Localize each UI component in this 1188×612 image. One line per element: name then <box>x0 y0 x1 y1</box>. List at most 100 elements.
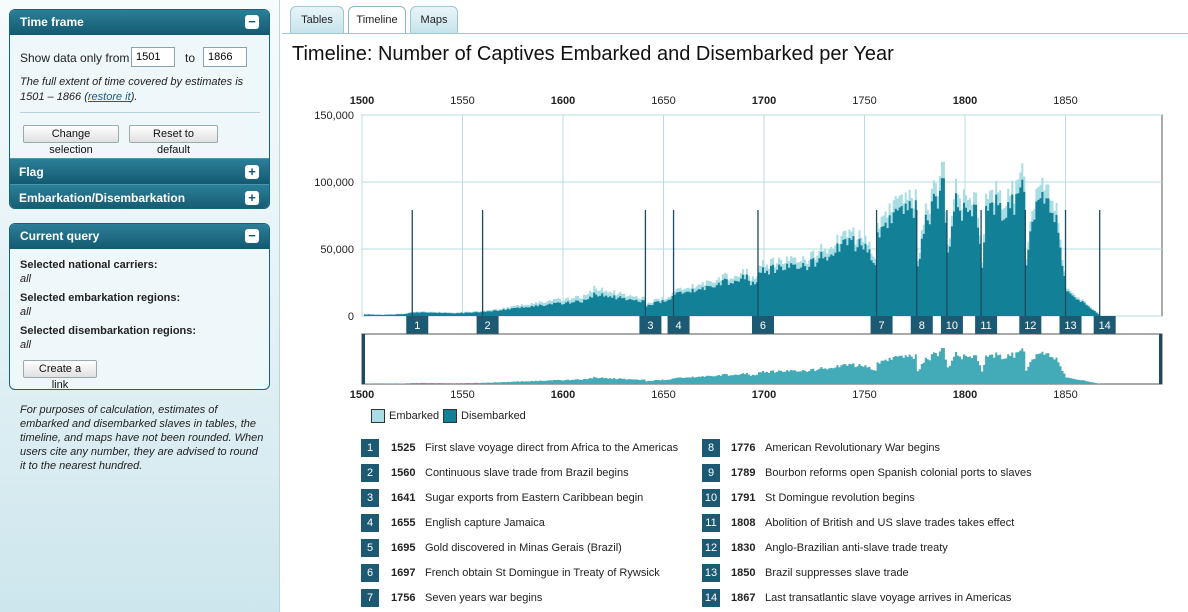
disembark-regions-value: all <box>20 339 32 351</box>
event-description: Bourbon reforms open Spanish colonial po… <box>765 467 1032 479</box>
flag-header[interactable]: Flag + <box>10 158 269 184</box>
event-year: 1655 <box>391 517 416 529</box>
event-year: 1789 <box>731 467 756 479</box>
tab-timeline[interactable]: Timeline <box>348 6 406 34</box>
embark-regions-value: all <box>20 306 32 318</box>
event-year: 1756 <box>391 592 416 604</box>
event-number-badge: 8 <box>702 439 720 457</box>
expand-icon[interactable]: + <box>245 191 259 205</box>
event-number-badge: 12 <box>702 539 720 557</box>
extent-note: The full extent of time covered by estim… <box>20 75 260 105</box>
event-year: 1867 <box>731 592 756 604</box>
event-year: 1697 <box>391 567 416 579</box>
timeframe-header[interactable]: Time frame − <box>10 10 269 35</box>
event-number-badge: 1 <box>361 439 379 457</box>
x-tick-label-top: 1550 <box>450 95 474 107</box>
year-from-input[interactable] <box>131 47 175 67</box>
overview-area <box>361 333 1163 385</box>
expand-icon[interactable]: + <box>245 165 259 179</box>
event-marker-badge <box>406 316 429 334</box>
event-description: Seven years war begins <box>425 592 543 604</box>
embark-regions-label: Selected embarkation regions: <box>20 292 181 304</box>
event-marker-number: 4 <box>675 320 681 332</box>
event-marker-badge <box>667 316 690 334</box>
event-description: American Revolutionary War begins <box>765 442 941 454</box>
reset-default-button[interactable]: Reset to default <box>129 125 218 156</box>
event-number-badge: 2 <box>361 464 379 482</box>
collapse-icon[interactable]: − <box>245 15 259 29</box>
event-marker-number: 13 <box>1064 320 1076 332</box>
x-tick-label-bottom: 1500 <box>350 389 374 401</box>
event-year: 1560 <box>391 467 416 479</box>
event-number-badge: 13 <box>702 564 720 582</box>
plot-area <box>361 114 1163 317</box>
event-number-badge: 10 <box>702 489 720 507</box>
event-description: Gold discovered in Minas Gerais (Brazil) <box>425 542 622 554</box>
y-tick-label: 0 <box>348 311 354 323</box>
overview-right-handle <box>1159 334 1162 384</box>
event-marker-badge <box>1059 316 1082 334</box>
embarkation-header[interactable]: Embarkation/Disembarkation + <box>10 184 269 208</box>
event-marker-number: 14 <box>1099 320 1111 332</box>
event-description: St Domingue revolution begins <box>765 492 915 504</box>
page-title: Timeline: Number of Captives Embarked an… <box>292 43 894 65</box>
event-marker-badge <box>975 316 998 334</box>
x-tick-label-bottom: 1600 <box>551 389 575 401</box>
event-marker-number: 2 <box>485 320 491 332</box>
timeframe-title: Time frame <box>20 15 84 29</box>
overview-series-area <box>364 348 1100 384</box>
event-year: 1641 <box>391 492 416 504</box>
event-number-badge: 3 <box>361 489 379 507</box>
event-description: Anglo-Brazilian anti-slave trade treaty <box>765 542 948 554</box>
event-description: Abolition of British and US slave trades… <box>765 517 1015 529</box>
event-year: 1808 <box>731 517 756 529</box>
series-disembarked-area <box>364 178 1100 316</box>
current-query-header[interactable]: Current query − <box>10 224 269 249</box>
event-marker-number: 11 <box>980 320 991 332</box>
x-tick-label-top: 1850 <box>1053 95 1077 107</box>
overview-left-handle <box>362 334 365 384</box>
rounding-footnote: For purposes of calculation, estimates o… <box>20 404 264 472</box>
tab-maps[interactable]: Maps <box>410 6 458 33</box>
x-tick-label-bottom: 1700 <box>752 389 776 401</box>
legend-embarked: Embarked <box>389 410 440 422</box>
event-number-badge: 4 <box>361 514 379 532</box>
x-tick-label-top: 1600 <box>551 95 575 107</box>
create-link-button[interactable]: Create a link <box>23 360 97 389</box>
event-marker-number: 1 <box>414 320 420 332</box>
event-number-badge: 5 <box>361 539 379 557</box>
series-embarked-area <box>364 161 1100 316</box>
event-description: Brazil suppresses slave trade <box>765 567 909 579</box>
collapse-icon[interactable]: − <box>245 229 259 243</box>
event-description: Last transatlantic slave voyage arrives … <box>765 592 1012 604</box>
x-tick-label-top: 1500 <box>350 95 374 107</box>
change-selection-button[interactable]: Change selection <box>23 125 119 156</box>
x-tick-label-top: 1800 <box>953 95 977 107</box>
event-year: 1791 <box>731 492 756 504</box>
embarkation-title: Embarkation/Disembarkation <box>19 191 186 205</box>
tab-tables[interactable]: Tables <box>290 6 344 33</box>
event-number-badge: 7 <box>361 589 379 607</box>
event-number-badge: 9 <box>702 464 720 482</box>
x-tick-label-bottom: 1550 <box>450 389 474 401</box>
event-year: 1776 <box>731 442 756 454</box>
event-marker-badge <box>751 316 774 334</box>
event-description: First slave voyage direct from Africa to… <box>425 442 679 454</box>
x-tick-label-bottom: 1750 <box>852 389 876 401</box>
event-marker-badge <box>1093 316 1116 334</box>
x-tick-label-top: 1700 <box>752 95 776 107</box>
event-marker-badge <box>910 316 933 334</box>
extent-note-end: ). <box>130 91 138 103</box>
event-description: Continuous slave trade from Brazil begin… <box>425 467 629 479</box>
sidebar: Time frame − Show data only from to The … <box>0 0 280 612</box>
x-tick-label-bottom: 1800 <box>953 389 977 401</box>
divider <box>20 112 260 113</box>
filter-panel: Time frame − Show data only from to The … <box>9 9 270 209</box>
event-marker-number: 8 <box>919 320 925 332</box>
event-year: 1830 <box>731 542 756 554</box>
year-to-input[interactable] <box>203 47 247 67</box>
disembark-regions-label: Selected disembarkation regions: <box>20 325 197 337</box>
event-year: 1695 <box>391 542 416 554</box>
restore-link[interactable]: restore it <box>87 91 131 103</box>
event-number-badge: 11 <box>702 514 720 532</box>
